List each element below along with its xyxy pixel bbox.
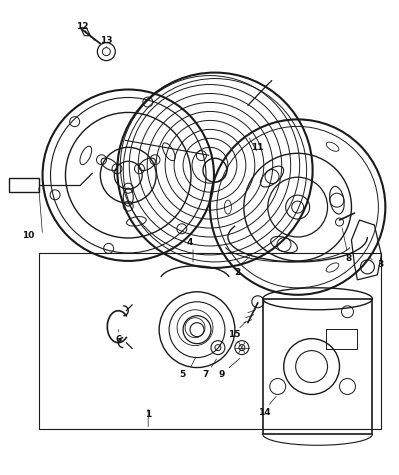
Text: 3: 3 <box>377 260 383 269</box>
Text: 9: 9 <box>219 370 225 379</box>
Text: 6: 6 <box>115 335 121 344</box>
Text: 2: 2 <box>235 268 241 277</box>
Text: 4: 4 <box>187 238 193 247</box>
Text: 11: 11 <box>251 143 263 152</box>
Text: 1: 1 <box>145 410 151 419</box>
Text: 8: 8 <box>346 255 352 264</box>
Text: 14: 14 <box>259 408 271 417</box>
Text: 5: 5 <box>179 370 185 379</box>
Text: 15: 15 <box>228 330 240 339</box>
Text: 10: 10 <box>22 230 35 239</box>
Text: 7: 7 <box>203 370 209 379</box>
Text: 13: 13 <box>100 36 113 45</box>
Text: 12: 12 <box>76 22 89 31</box>
